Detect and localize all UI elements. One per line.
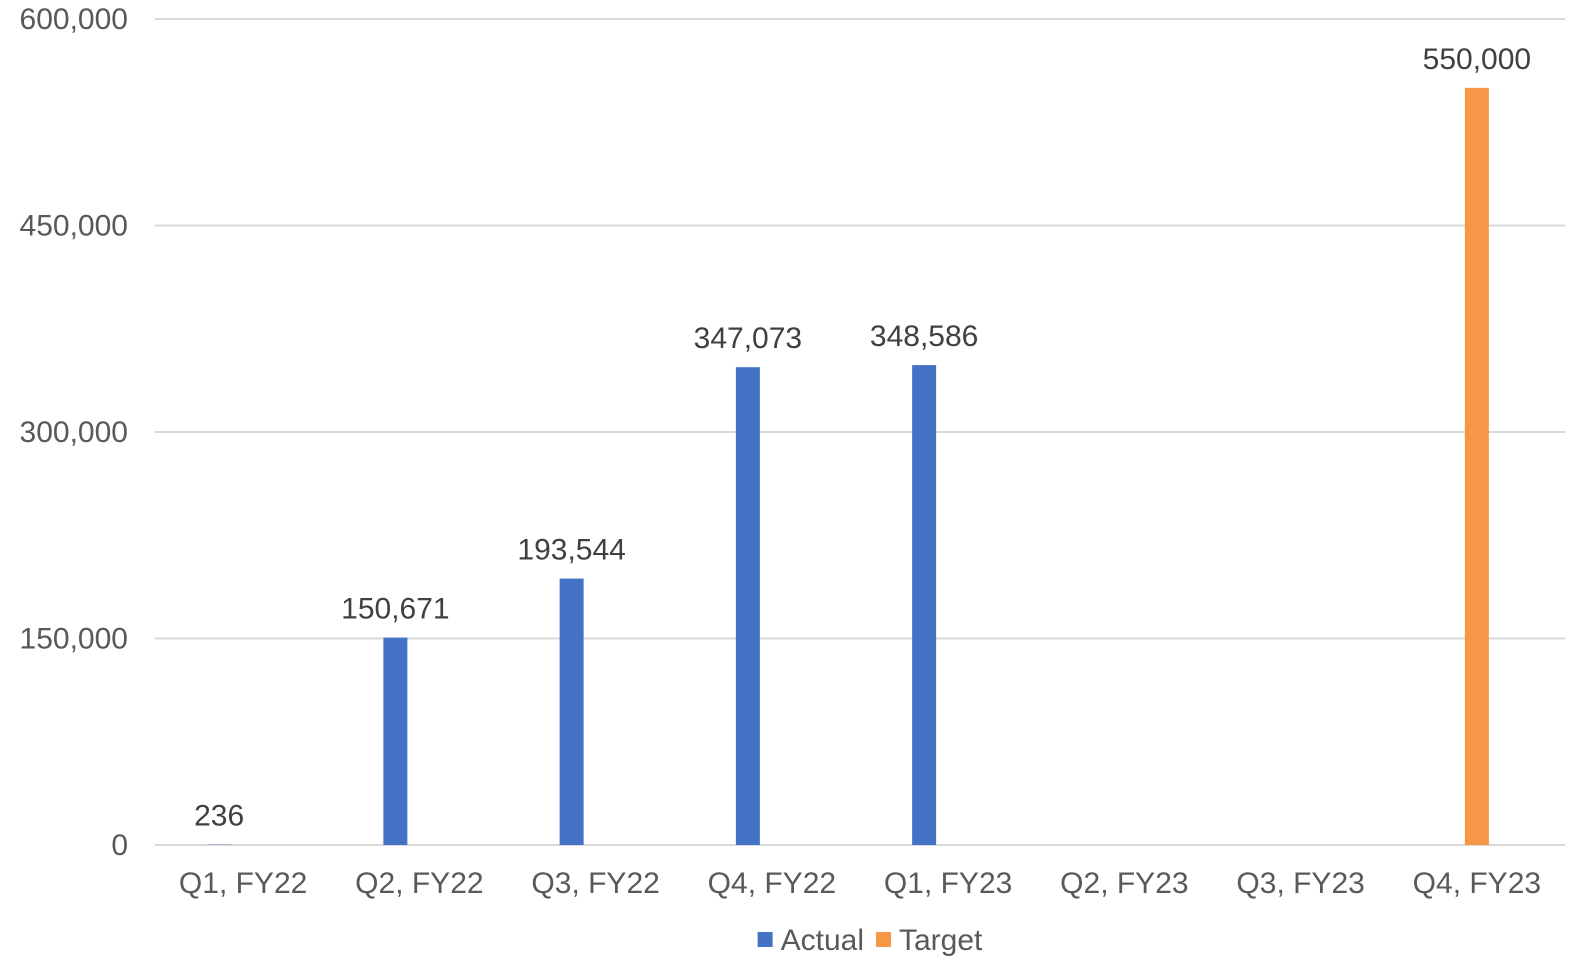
y-tick-label: 300,000 bbox=[20, 416, 128, 449]
bars bbox=[207, 87, 1489, 846]
y-tick-label: 600,000 bbox=[20, 3, 128, 36]
legend-label-target: Target bbox=[899, 924, 983, 957]
legend-item-actual: Actual bbox=[757, 924, 864, 957]
y-tick-label: 450,000 bbox=[20, 210, 128, 243]
bar-actual-1 bbox=[383, 637, 408, 845]
data-label-actual-0: 236 bbox=[194, 800, 244, 833]
x-tick-label: Q2, FY22 bbox=[355, 867, 483, 900]
data-labels: 236 150,671 193,544 347,073 348,586 550,000 bbox=[194, 43, 1531, 833]
data-label-actual-3: 347,073 bbox=[694, 322, 802, 355]
x-tick-label: Q3, FY23 bbox=[1236, 867, 1364, 900]
bar-actual-2 bbox=[559, 578, 584, 845]
x-tick-label: Q4, FY23 bbox=[1413, 867, 1541, 900]
x-tick-label: Q1, FY23 bbox=[884, 867, 1012, 900]
legend-label-actual: Actual bbox=[781, 924, 864, 957]
legend: Actual Target bbox=[757, 924, 983, 957]
data-label-actual-4: 348,586 bbox=[870, 320, 978, 353]
data-label-actual-1: 150,671 bbox=[341, 593, 449, 626]
y-tick-label: 150,000 bbox=[20, 623, 128, 656]
data-label-actual-2: 193,544 bbox=[517, 534, 625, 567]
legend-swatch-target bbox=[876, 932, 891, 947]
legend-item-target: Target bbox=[876, 924, 983, 957]
x-tick-label: Q1, FY22 bbox=[179, 867, 307, 900]
x-axis-ticks: Q1, FY22 Q2, FY22 Q3, FY22 Q4, FY22 Q1, FY23… bbox=[179, 867, 1541, 900]
y-axis-ticks: 0 150,000 300,000 450,000 600,000 bbox=[20, 3, 128, 862]
bar-actual-3 bbox=[735, 367, 760, 845]
y-tick-label: 0 bbox=[111, 829, 128, 862]
data-label-target-7: 550,000 bbox=[1423, 43, 1531, 76]
bar-target-7 bbox=[1464, 87, 1489, 846]
bar-actual-4 bbox=[912, 365, 937, 845]
gridlines bbox=[155, 18, 1565, 846]
legend-swatch-actual bbox=[757, 932, 773, 947]
x-tick-label: Q4, FY22 bbox=[708, 867, 836, 900]
x-tick-label: Q3, FY22 bbox=[531, 867, 659, 900]
x-tick-label: Q2, FY23 bbox=[1060, 867, 1188, 900]
